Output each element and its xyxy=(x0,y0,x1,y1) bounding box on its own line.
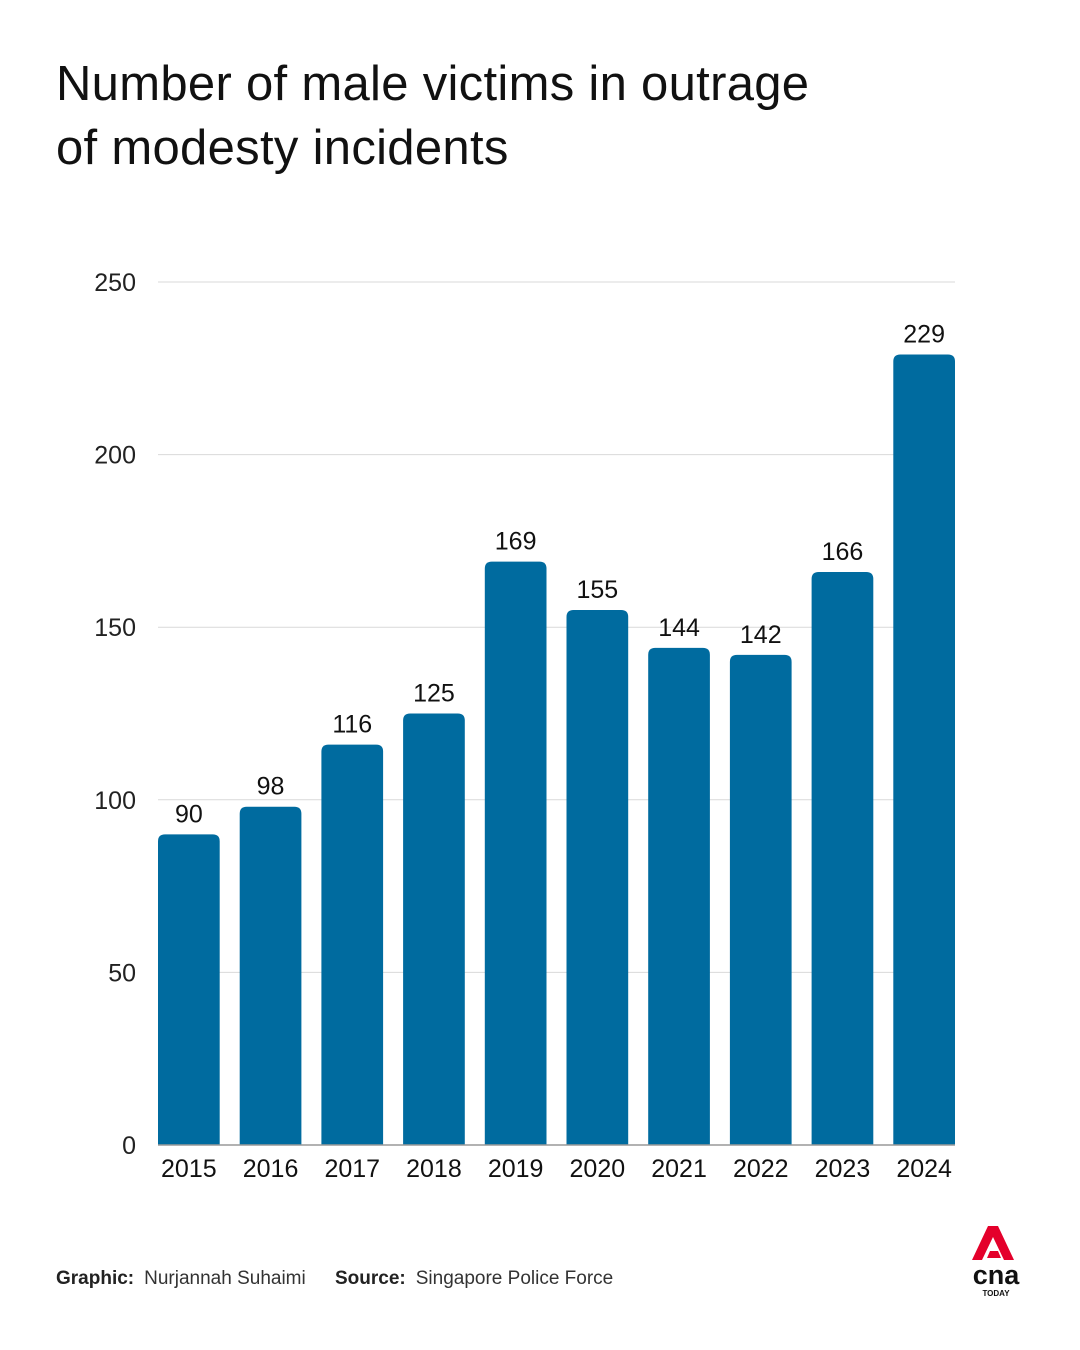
data-label-2021: 144 xyxy=(658,614,700,642)
bar-2017 xyxy=(321,744,384,1145)
y-tick-label: 250 xyxy=(94,269,136,297)
y-axis-ticks: 0 50 100 150 200 250 xyxy=(94,269,136,1160)
x-tick-label-2020: 2020 xyxy=(570,1155,626,1183)
x-tick-label-2021: 2021 xyxy=(651,1155,707,1183)
bar-2018 xyxy=(403,713,465,1145)
data-label-2020: 155 xyxy=(576,576,618,604)
logo-a-bar-icon xyxy=(987,1251,1001,1258)
data-label-2017: 116 xyxy=(332,711,372,739)
data-label-2019: 169 xyxy=(495,528,537,556)
chart-title: Number of male victims in outrage of mod… xyxy=(56,52,1016,180)
bar-2019 xyxy=(484,561,547,1145)
data-label-2018: 125 xyxy=(413,680,455,708)
graphic-label: Graphic: xyxy=(56,1268,135,1289)
bar-2022 xyxy=(729,654,792,1145)
x-tick-label-2016: 2016 xyxy=(243,1155,299,1183)
x-axis-ticks: 2015 2016 2017 2018 2019 2020 2021 2022 2023 2024 xyxy=(161,1155,952,1183)
source-label: Source: xyxy=(335,1268,406,1289)
graphic-credit: Nurjannah Suhaimi xyxy=(144,1268,306,1289)
y-tick-label: 200 xyxy=(94,442,136,470)
source-credit: Singapore Police Force xyxy=(415,1268,614,1289)
bar-2023 xyxy=(811,571,874,1145)
x-tick-label-2023: 2023 xyxy=(815,1155,871,1183)
data-labels: 90 98 116 125 169 155 144 142 166 229 xyxy=(175,320,945,828)
data-label-2022: 142 xyxy=(740,621,782,649)
cna-logo: cna TODAY xyxy=(972,1226,1021,1298)
bar-2021 xyxy=(648,647,710,1145)
bar-2016 xyxy=(239,806,302,1145)
y-tick-label: 0 xyxy=(122,1132,136,1160)
y-tick-label: 50 xyxy=(108,959,136,987)
x-tick-label-2024: 2024 xyxy=(896,1155,952,1183)
credits: Graphic: Nurjannah Suhaimi Source: Singapo… xyxy=(56,1268,637,1290)
data-label-2015: 90 xyxy=(175,800,203,828)
chart-title-line-2: of modesty incidents xyxy=(56,121,509,175)
data-label-2024: 229 xyxy=(903,320,945,348)
x-tick-label-2018: 2018 xyxy=(406,1155,462,1183)
y-tick-label: 150 xyxy=(94,614,136,642)
y-tick-label: 100 xyxy=(94,787,136,815)
x-tick-label-2019: 2019 xyxy=(488,1155,544,1183)
logo-wordmark: cna xyxy=(973,1260,1021,1290)
x-tick-label-2015: 2015 xyxy=(161,1155,217,1183)
bar-2024 xyxy=(893,354,955,1145)
chart-title-line-1: Number of male victims in outrage xyxy=(56,57,810,111)
bar-chart: 0 50 100 150 200 250 90 98 116 125 169 155 144 142 16… xyxy=(94,269,955,1183)
bar-2020 xyxy=(566,609,629,1145)
bar-2015 xyxy=(158,834,220,1145)
x-tick-label-2017: 2017 xyxy=(324,1155,380,1183)
data-label-2023: 166 xyxy=(822,538,864,566)
logo-a-mark-icon xyxy=(972,1226,1014,1260)
logo-subtext: TODAY xyxy=(982,1289,1010,1298)
data-label-2016: 98 xyxy=(257,773,285,801)
x-tick-label-2022: 2022 xyxy=(733,1155,789,1183)
bars xyxy=(158,354,955,1145)
